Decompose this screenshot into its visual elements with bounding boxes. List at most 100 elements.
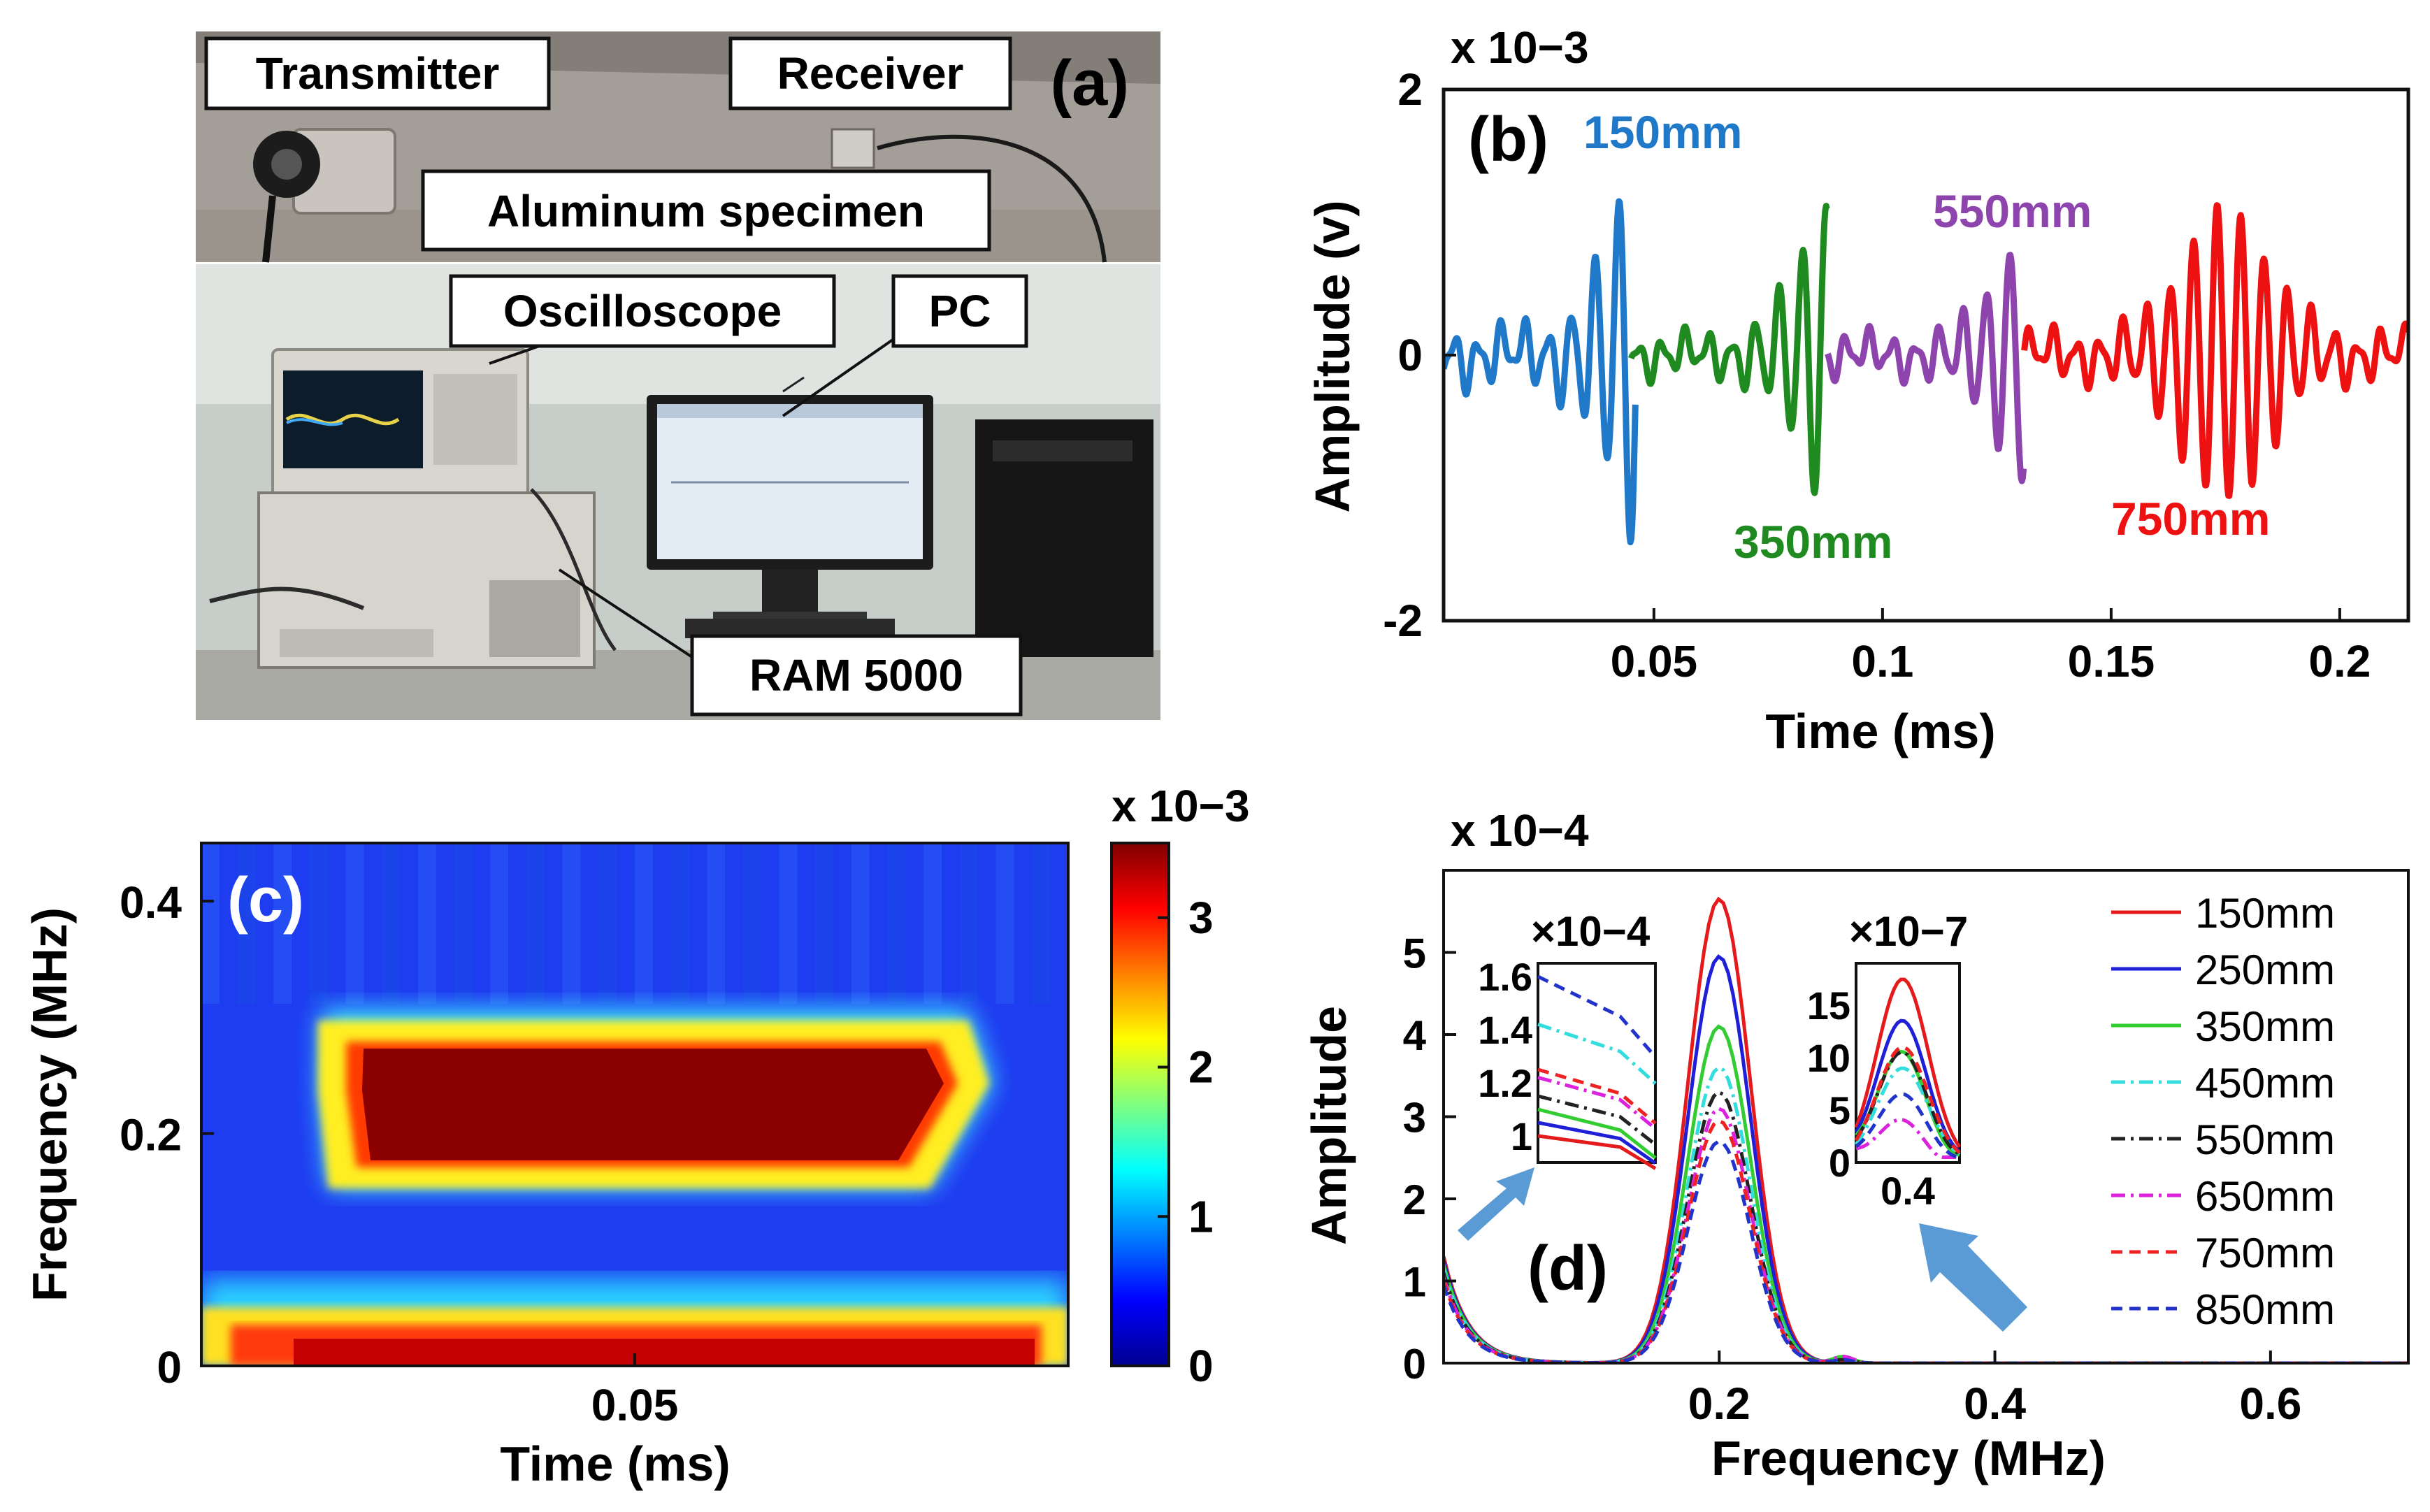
- panel-c: 0.05 0 0.2 0.4 (c) Time (ms) Frequency (MHz…: [22, 781, 1250, 1491]
- colorbar-tick-label: 0: [1188, 1341, 1214, 1391]
- heatmap-cell: [562, 843, 581, 1004]
- receiver-label: Receiver: [777, 48, 964, 99]
- inset-right-tick-label: 15: [1807, 984, 1850, 1028]
- panel-d-inset-right: 0 5 10 15 0.4 ×10−7: [1807, 908, 1968, 1213]
- legend-label-450mm: 450mm: [2195, 1060, 2335, 1107]
- inset-left-line-750mm: [1537, 1067, 1657, 1125]
- x-tick-label: 0.2: [2308, 636, 2371, 686]
- callout-transmitter: Transmitter: [204, 36, 551, 110]
- y-tick-label: 0: [1397, 330, 1423, 380]
- pc-monitor: [647, 395, 933, 638]
- heatmap-cell: [454, 843, 473, 1004]
- inset-right-line-150mm: [1854, 977, 1962, 1149]
- pc-pointer: [782, 327, 910, 417]
- annotation-750mm: 750mm: [2111, 493, 2271, 545]
- legend-label-350mm: 350mm: [2195, 1003, 2335, 1050]
- colorbar: [1110, 842, 1170, 1367]
- y-tick-label: 5: [1403, 930, 1426, 977]
- colorbar-ticks: 0 1 2 3: [1158, 893, 1214, 1391]
- ram-pointer: [558, 568, 693, 658]
- panel-a-label: (a): [1051, 48, 1129, 119]
- heatmap-cell: [743, 843, 761, 1004]
- heatmap-cell: [707, 843, 726, 1004]
- colorbar-exponent: x 10−3: [1112, 781, 1250, 831]
- panel-c-ticks: 0.05 0 0.2 0.4: [120, 877, 678, 1430]
- signal-150mm: [1444, 198, 1639, 546]
- inset-left-line-650mm: [1537, 1075, 1657, 1130]
- callout-specimen: Aluminum specimen: [421, 169, 991, 252]
- heatmap-cell: [526, 843, 545, 1004]
- inset-left-line-450mm: [1537, 1023, 1657, 1085]
- annotation-350mm: 350mm: [1734, 516, 1893, 568]
- legend-label-850mm: 850mm: [2195, 1286, 2335, 1333]
- panel-b-xlabel: Time (ms): [1765, 704, 1995, 758]
- heatmap-cell: [201, 843, 220, 1004]
- legend-label-250mm: 250mm: [2195, 946, 2335, 993]
- heatmap-main-band: [362, 1049, 944, 1160]
- panel-d-xlabel: Frequency (MHz): [1711, 1431, 2106, 1485]
- inset-left-exponent: ×10−4: [1531, 908, 1651, 955]
- panel-c-ylabel: Frequency (MHz): [22, 907, 77, 1302]
- heatmap-cell: [851, 843, 870, 1004]
- panel-d-legend: 150mm 250mm 350mm 450mm 550mm 650mm 750mm 850mm: [2111, 890, 2335, 1333]
- inset-right-tick-label: 5: [1829, 1088, 1850, 1132]
- legend-label-750mm: 750mm: [2195, 1230, 2335, 1276]
- signal-750mm: [2021, 202, 2408, 499]
- inset-left-line-850mm: [1537, 974, 1657, 1058]
- ram5000-device: [257, 491, 596, 669]
- y-tick-label: 0.2: [120, 1110, 182, 1160]
- panel-d-exponent: x 10−4: [1451, 805, 1589, 856]
- heatmap-cell: [815, 843, 834, 1004]
- specimen-label: Aluminum specimen: [487, 186, 925, 236]
- panel-b-ylabel: Amplitude (v): [1305, 200, 1360, 512]
- heatmap-cell: [779, 843, 798, 1004]
- arrow-left-icon: [1458, 1167, 1534, 1241]
- inset-right-tick-label: 0: [1829, 1141, 1850, 1185]
- inset-right-line-450mm: [1854, 1066, 1961, 1156]
- inset-right-exponent: ×10−7: [1849, 908, 1968, 955]
- panel-c-label: (c): [227, 865, 304, 935]
- heatmap-cell: [237, 843, 256, 1004]
- y-tick-label: 3: [1403, 1095, 1426, 1142]
- inset-left-line-250mm: [1537, 1121, 1657, 1165]
- panel-b-signals: [1444, 198, 2408, 546]
- ram-label: RAM 5000: [749, 650, 963, 700]
- legend-label-150mm: 150mm: [2195, 890, 2335, 937]
- signal-550mm: [1825, 252, 2027, 484]
- heatmap-cell: [490, 843, 509, 1004]
- y-tick-label: 4: [1403, 1012, 1427, 1059]
- panel-d-label: (d): [1527, 1234, 1608, 1304]
- x-tick-label: 0.2: [1688, 1378, 1750, 1429]
- colorbar-tick-label: 1: [1188, 1191, 1214, 1241]
- legend-label-550mm: 550mm: [2195, 1116, 2335, 1163]
- callout-pc: PC: [891, 274, 1028, 348]
- oscilloscope-device: [271, 348, 529, 498]
- inset-right-line-750mm: [1854, 1045, 1961, 1154]
- inset-left-line-550mm: [1537, 1094, 1657, 1146]
- heatmap-cell: [1032, 843, 1051, 1004]
- inset-right-line-250mm: [1854, 1018, 1961, 1153]
- panel-d-inset-left: 1 1.2 1.4 1.6×10−4: [1478, 908, 1657, 1170]
- inset-right-tick-label: 10: [1807, 1036, 1850, 1080]
- heatmap-cell: [960, 843, 978, 1004]
- x-tick-label: 0.6: [2239, 1378, 2301, 1429]
- inset-left-tick-label: 1: [1511, 1114, 1532, 1158]
- heatmap-cell: [923, 843, 942, 1004]
- transmitter-label: Transmitter: [256, 48, 500, 99]
- heatmap-cell: [310, 843, 328, 1004]
- callout-oscilloscope: Oscilloscope: [449, 274, 836, 348]
- heatmap-cell: [382, 843, 401, 1004]
- colorbar-tick-label: 2: [1188, 1042, 1214, 1093]
- panel-d-ticks: 0.2 0.4 0.6 0 1 2 3 4 5: [1403, 930, 2302, 1430]
- callout-receiver: Receiver: [728, 36, 1012, 110]
- x-tick-label: 0.15: [2068, 636, 2155, 686]
- heatmap-cell: [345, 843, 364, 1004]
- heatmap-cell: [418, 843, 436, 1004]
- panel-c-xlabel: Time (ms): [500, 1437, 730, 1491]
- annotation-150mm: 150mm: [1583, 106, 1743, 158]
- receiver-device: [831, 128, 1107, 263]
- inset-left-line-350mm: [1537, 1107, 1657, 1160]
- panel-b-label: (b): [1468, 105, 1548, 175]
- heatmap-cell: [995, 843, 1014, 1004]
